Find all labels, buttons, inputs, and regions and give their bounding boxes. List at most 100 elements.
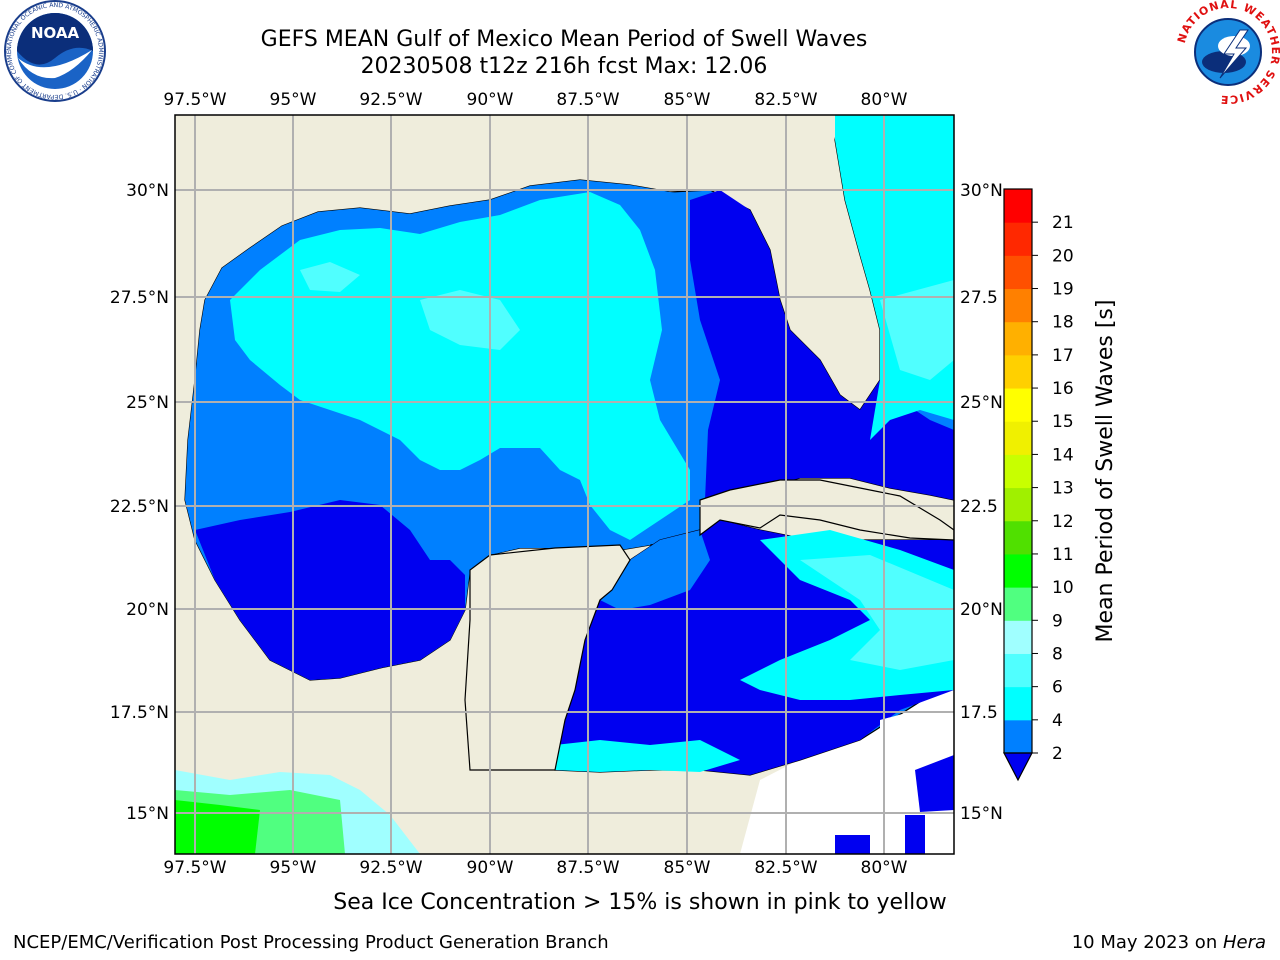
colorbar-segment bbox=[1004, 487, 1032, 522]
colorbar-tick-label: 9 bbox=[1052, 611, 1063, 631]
gulf-8s-patch bbox=[300, 262, 360, 292]
lon-tick-label: 97.5°W bbox=[163, 858, 226, 878]
map-area bbox=[175, 115, 954, 854]
colorbar-tick-label: 15 bbox=[1052, 412, 1074, 432]
chart-title: GEFS MEAN Gulf of Mexico Mean Period of … bbox=[260, 27, 868, 52]
colorbar-segment bbox=[1004, 321, 1032, 356]
colorbar-segment bbox=[1004, 421, 1032, 455]
colorbar-tick-label: 18 bbox=[1052, 313, 1074, 333]
colorbar-segment bbox=[1004, 388, 1032, 422]
lat-tick-label: 25°N bbox=[126, 393, 169, 413]
lat-tick-label: 17.5°N bbox=[110, 703, 169, 723]
colorbar-tick-label: 8 bbox=[1052, 644, 1063, 664]
lon-tick-label: 97.5°W bbox=[163, 90, 226, 110]
colorbar-extend-triangle bbox=[1003, 752, 1033, 782]
lat-tick-label: 17.5 bbox=[960, 703, 998, 723]
lat-tick-label: 22.5°N bbox=[110, 497, 169, 517]
nodata-area bbox=[880, 700, 954, 780]
footer-date-text: 10 May 2023 on bbox=[1071, 932, 1223, 953]
lon-tick-label: 95°W bbox=[270, 858, 317, 878]
campeche-2s-region bbox=[195, 500, 465, 680]
eastern-gulf-2s-region bbox=[690, 190, 954, 500]
colorbar-tick-label: 4 bbox=[1052, 711, 1063, 731]
lon-tick-label: 87.5°W bbox=[556, 90, 619, 110]
colorbar-segment bbox=[1004, 255, 1032, 290]
footer-credit: NCEP/EMC/Verification Post Processing Pr… bbox=[13, 932, 609, 953]
noaa-logo: NATIONAL OCEANIC AND ATMOSPHERIC ADMINIS… bbox=[4, 0, 106, 102]
yucatan-4s-strip bbox=[600, 530, 710, 610]
colorbar-segment bbox=[1004, 520, 1032, 555]
lon-tick-label: 80°W bbox=[861, 90, 908, 110]
colorbar-tick-label: 6 bbox=[1052, 678, 1063, 698]
lon-tick-label: 92.5°W bbox=[359, 858, 422, 878]
colorbar-segment bbox=[1004, 553, 1032, 588]
colorbar-segment bbox=[1004, 454, 1032, 489]
colorbar-segment bbox=[1004, 719, 1032, 754]
colorbar-segment bbox=[1004, 686, 1032, 721]
lon-tick-label: 80°W bbox=[861, 858, 908, 878]
colorbar-tick-label: 17 bbox=[1052, 346, 1074, 366]
lon-tick-label: 82.5°W bbox=[754, 90, 817, 110]
lat-tick-label: 27.5°N bbox=[110, 288, 169, 308]
footer-date: 10 May 2023 on Hera bbox=[1072, 932, 1266, 953]
colorbar-tick-label: 12 bbox=[1052, 512, 1074, 532]
lon-tick-label: 90°W bbox=[467, 90, 514, 110]
gulf-8s-patch bbox=[420, 290, 520, 350]
colorbar-tick-label: 14 bbox=[1052, 445, 1074, 465]
latitude-ticks-left: 30°N 27.5°N 25°N 22.5°N 20°N 17.5°N 15°N bbox=[110, 181, 169, 824]
colorbar-segment bbox=[1004, 653, 1032, 688]
colorbar-tick-label: 2 bbox=[1052, 744, 1063, 764]
lon-tick-label: 82.5°W bbox=[754, 858, 817, 878]
longitude-ticks-bottom: 97.5°W 95°W 92.5°W 90°W 87.5°W 85°W 82.5°W 80°W bbox=[163, 858, 907, 878]
colorbar-segment bbox=[1004, 189, 1032, 223]
caribbean-2s-patch bbox=[835, 835, 870, 854]
cuba-land bbox=[699, 479, 954, 541]
sea-ice-note-text: Sea Ice Concentration > 15% is shown in … bbox=[333, 890, 947, 915]
atlantic-8s-patch bbox=[880, 280, 954, 380]
lat-tick-label: 30°N bbox=[960, 181, 1003, 201]
lat-tick-label: 30°N bbox=[126, 181, 169, 201]
lon-tick-label: 87.5°W bbox=[556, 858, 619, 878]
colorbar-frame bbox=[1003, 188, 1033, 754]
colorbar-segment bbox=[1004, 354, 1032, 389]
longitude-ticks-top: 97.5°W 95°W 92.5°W 90°W 87.5°W 85°W 82.5°W 80°W bbox=[163, 90, 907, 110]
lon-tick-label: 85°W bbox=[664, 90, 711, 110]
latitude-ticks-right: 30°N 27.5 25°N 22.5 20°N 17.5 15°N bbox=[960, 181, 1003, 824]
caribbean-2s-patch bbox=[915, 755, 954, 812]
caribbean-2s-patch bbox=[905, 815, 925, 854]
colorbar-tick-label: 11 bbox=[1052, 545, 1074, 565]
lon-tick-label: 90°W bbox=[467, 858, 514, 878]
lat-tick-label: 15°N bbox=[126, 804, 169, 824]
colorbar-tick-label: 19 bbox=[1052, 280, 1074, 300]
colorbar: 2 4 6 8 9 10 11 12 13 14 15 16 17 18 19 20 21 bbox=[1003, 188, 1074, 782]
nws-logo: NATIONAL WEATHER SERVICE bbox=[1176, 0, 1280, 104]
lat-tick-label: 15°N bbox=[960, 804, 1003, 824]
colorbar-label: Mean Period of Swell Waves [s] bbox=[1093, 300, 1118, 643]
lon-tick-label: 95°W bbox=[270, 90, 317, 110]
lat-tick-label: 27.5 bbox=[960, 288, 998, 308]
lon-tick-label: 85°W bbox=[664, 858, 711, 878]
colorbar-tick-label: 20 bbox=[1052, 246, 1074, 266]
caribbean-8s-patch bbox=[800, 555, 954, 670]
lat-tick-label: 20°N bbox=[960, 600, 1003, 620]
colorbar-segment bbox=[1004, 288, 1032, 323]
colorbar-segment bbox=[1004, 587, 1032, 621]
colorbar-segment bbox=[1004, 222, 1032, 256]
map-frame bbox=[174, 114, 955, 855]
colorbar-tick-label: 16 bbox=[1052, 379, 1074, 399]
lat-tick-label: 25°N bbox=[960, 393, 1003, 413]
lat-tick-label: 22.5 bbox=[960, 497, 998, 517]
sea-ice-note: Sea Ice Concentration > 15% is shown in … bbox=[0, 890, 1280, 915]
honduras-6s-strip bbox=[555, 740, 740, 772]
map-gridlines bbox=[175, 115, 954, 854]
colorbar-tick-label: 13 bbox=[1052, 479, 1074, 499]
lon-tick-label: 92.5°W bbox=[359, 90, 422, 110]
footer-machine: Hera bbox=[1222, 932, 1266, 953]
lat-tick-label: 20°N bbox=[126, 600, 169, 620]
chart-subtitle: 20230508 t12z 216h fcst Max: 12.06 bbox=[360, 54, 768, 79]
colorbar-tick-label: 10 bbox=[1052, 578, 1074, 598]
colorbar-tick-label: 21 bbox=[1052, 213, 1074, 233]
noaa-logo-text: NOAA bbox=[31, 24, 80, 42]
colorbar-segment bbox=[1004, 620, 1032, 654]
